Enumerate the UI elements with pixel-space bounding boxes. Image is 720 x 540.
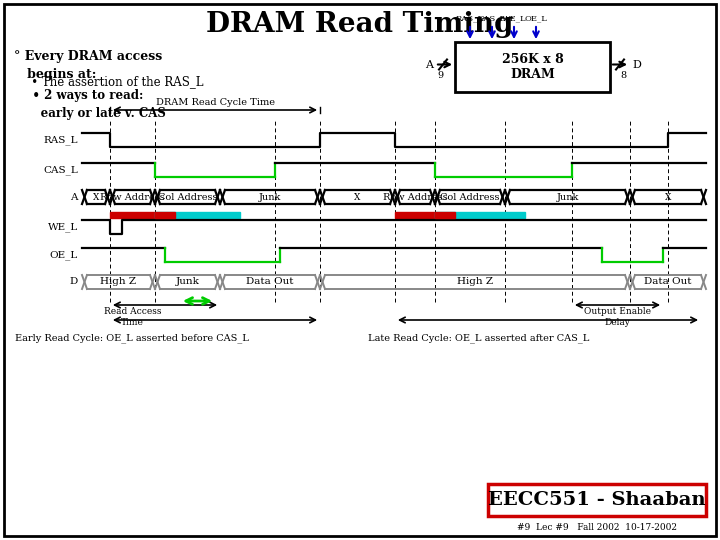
Text: X: X [354, 192, 361, 201]
Text: D: D [70, 278, 78, 287]
Text: WE_L: WE_L [48, 222, 78, 232]
Text: CAS_L: CAS_L [478, 14, 506, 22]
Text: WE_L: WE_L [502, 14, 526, 22]
Text: EECC551 - Shaaban: EECC551 - Shaaban [488, 491, 706, 509]
Text: Data Out: Data Out [644, 278, 692, 287]
Text: RAS_L: RAS_L [456, 14, 484, 22]
Text: Row Address: Row Address [382, 192, 447, 201]
Text: OE_L: OE_L [50, 250, 78, 260]
Bar [435, 212, 455, 218]
Text: Data Out: Data Out [246, 278, 294, 287]
Text: Late Read Cycle: OE_L asserted after CAS_L: Late Read Cycle: OE_L asserted after CAS… [368, 333, 590, 343]
Text: Read Access
Time: Read Access Time [104, 307, 161, 327]
Text: RAS_L: RAS_L [43, 135, 78, 145]
Text: Output Enable
Delay: Output Enable Delay [584, 307, 651, 327]
Text: 8: 8 [620, 71, 626, 79]
Text: X: X [93, 192, 99, 201]
Text: • The assertion of the RAS_L: • The assertion of the RAS_L [20, 75, 204, 88]
Text: 256K x 8
DRAM: 256K x 8 DRAM [502, 53, 563, 81]
Text: Early Read Cycle: OE_L asserted before CAS_L: Early Read Cycle: OE_L asserted before C… [15, 333, 249, 343]
Bar [435, 212, 525, 218]
Text: Col Address: Col Address [440, 192, 500, 201]
Bar [488, 484, 706, 516]
Text: • 2 ways to read:
     early or late v. CAS: • 2 ways to read: early or late v. CAS [20, 89, 166, 120]
Text: OE_L: OE_L [525, 14, 547, 22]
Bar [155, 212, 175, 218]
Text: #9  Lec #9   Fall 2002  10-17-2002: #9 Lec #9 Fall 2002 10-17-2002 [517, 523, 677, 532]
Text: Junk: Junk [258, 192, 282, 201]
Text: CAS_L: CAS_L [43, 165, 78, 175]
Text: Col Address: Col Address [158, 192, 217, 201]
Text: ° Every DRAM access
   begins at:: ° Every DRAM access begins at: [14, 50, 162, 81]
Text: D: D [632, 59, 641, 70]
Text: Row Address: Row Address [100, 192, 165, 201]
Text: DRAM Read Cycle Time: DRAM Read Cycle Time [156, 98, 274, 107]
Bar [395, 212, 435, 218]
Text: A: A [71, 192, 78, 201]
Text: DRAM Read Timing: DRAM Read Timing [206, 11, 514, 38]
Text: X: X [665, 192, 671, 201]
Text: High Z: High Z [100, 278, 137, 287]
Bar [455, 42, 610, 92]
Bar [155, 212, 240, 218]
Text: 9: 9 [437, 71, 443, 79]
Text: Junk: Junk [557, 192, 579, 201]
Text: High Z: High Z [457, 278, 493, 287]
Text: A: A [425, 59, 433, 70]
Text: Junk: Junk [176, 278, 199, 287]
Bar [110, 212, 155, 218]
